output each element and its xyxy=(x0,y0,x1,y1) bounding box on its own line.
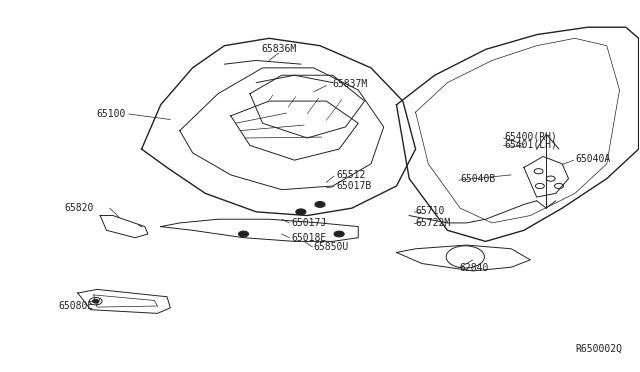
Text: 65512: 65512 xyxy=(336,170,365,180)
Text: 65080E: 65080E xyxy=(58,301,94,311)
Text: 65850U: 65850U xyxy=(314,242,349,252)
Text: 65017J: 65017J xyxy=(291,218,326,228)
Circle shape xyxy=(334,231,344,237)
Text: 65400(RH): 65400(RH) xyxy=(505,131,557,141)
Text: 65040B: 65040B xyxy=(460,174,495,185)
Circle shape xyxy=(93,299,99,303)
Circle shape xyxy=(296,209,306,215)
Text: 62840: 62840 xyxy=(459,263,488,273)
Text: R650002Q: R650002Q xyxy=(576,344,623,354)
Text: 65018E: 65018E xyxy=(291,233,326,243)
Text: 65401(LH): 65401(LH) xyxy=(505,140,557,150)
Circle shape xyxy=(239,231,248,237)
Text: 65722M: 65722M xyxy=(415,218,451,228)
Text: 65017B: 65017B xyxy=(336,181,371,191)
Text: 65836M: 65836M xyxy=(261,44,296,54)
Text: 65820: 65820 xyxy=(65,203,94,213)
Text: 65837M: 65837M xyxy=(333,80,368,89)
Circle shape xyxy=(315,202,325,208)
Text: 65040A: 65040A xyxy=(575,154,610,164)
Text: 65100: 65100 xyxy=(96,109,125,119)
Text: 65710: 65710 xyxy=(415,206,445,216)
